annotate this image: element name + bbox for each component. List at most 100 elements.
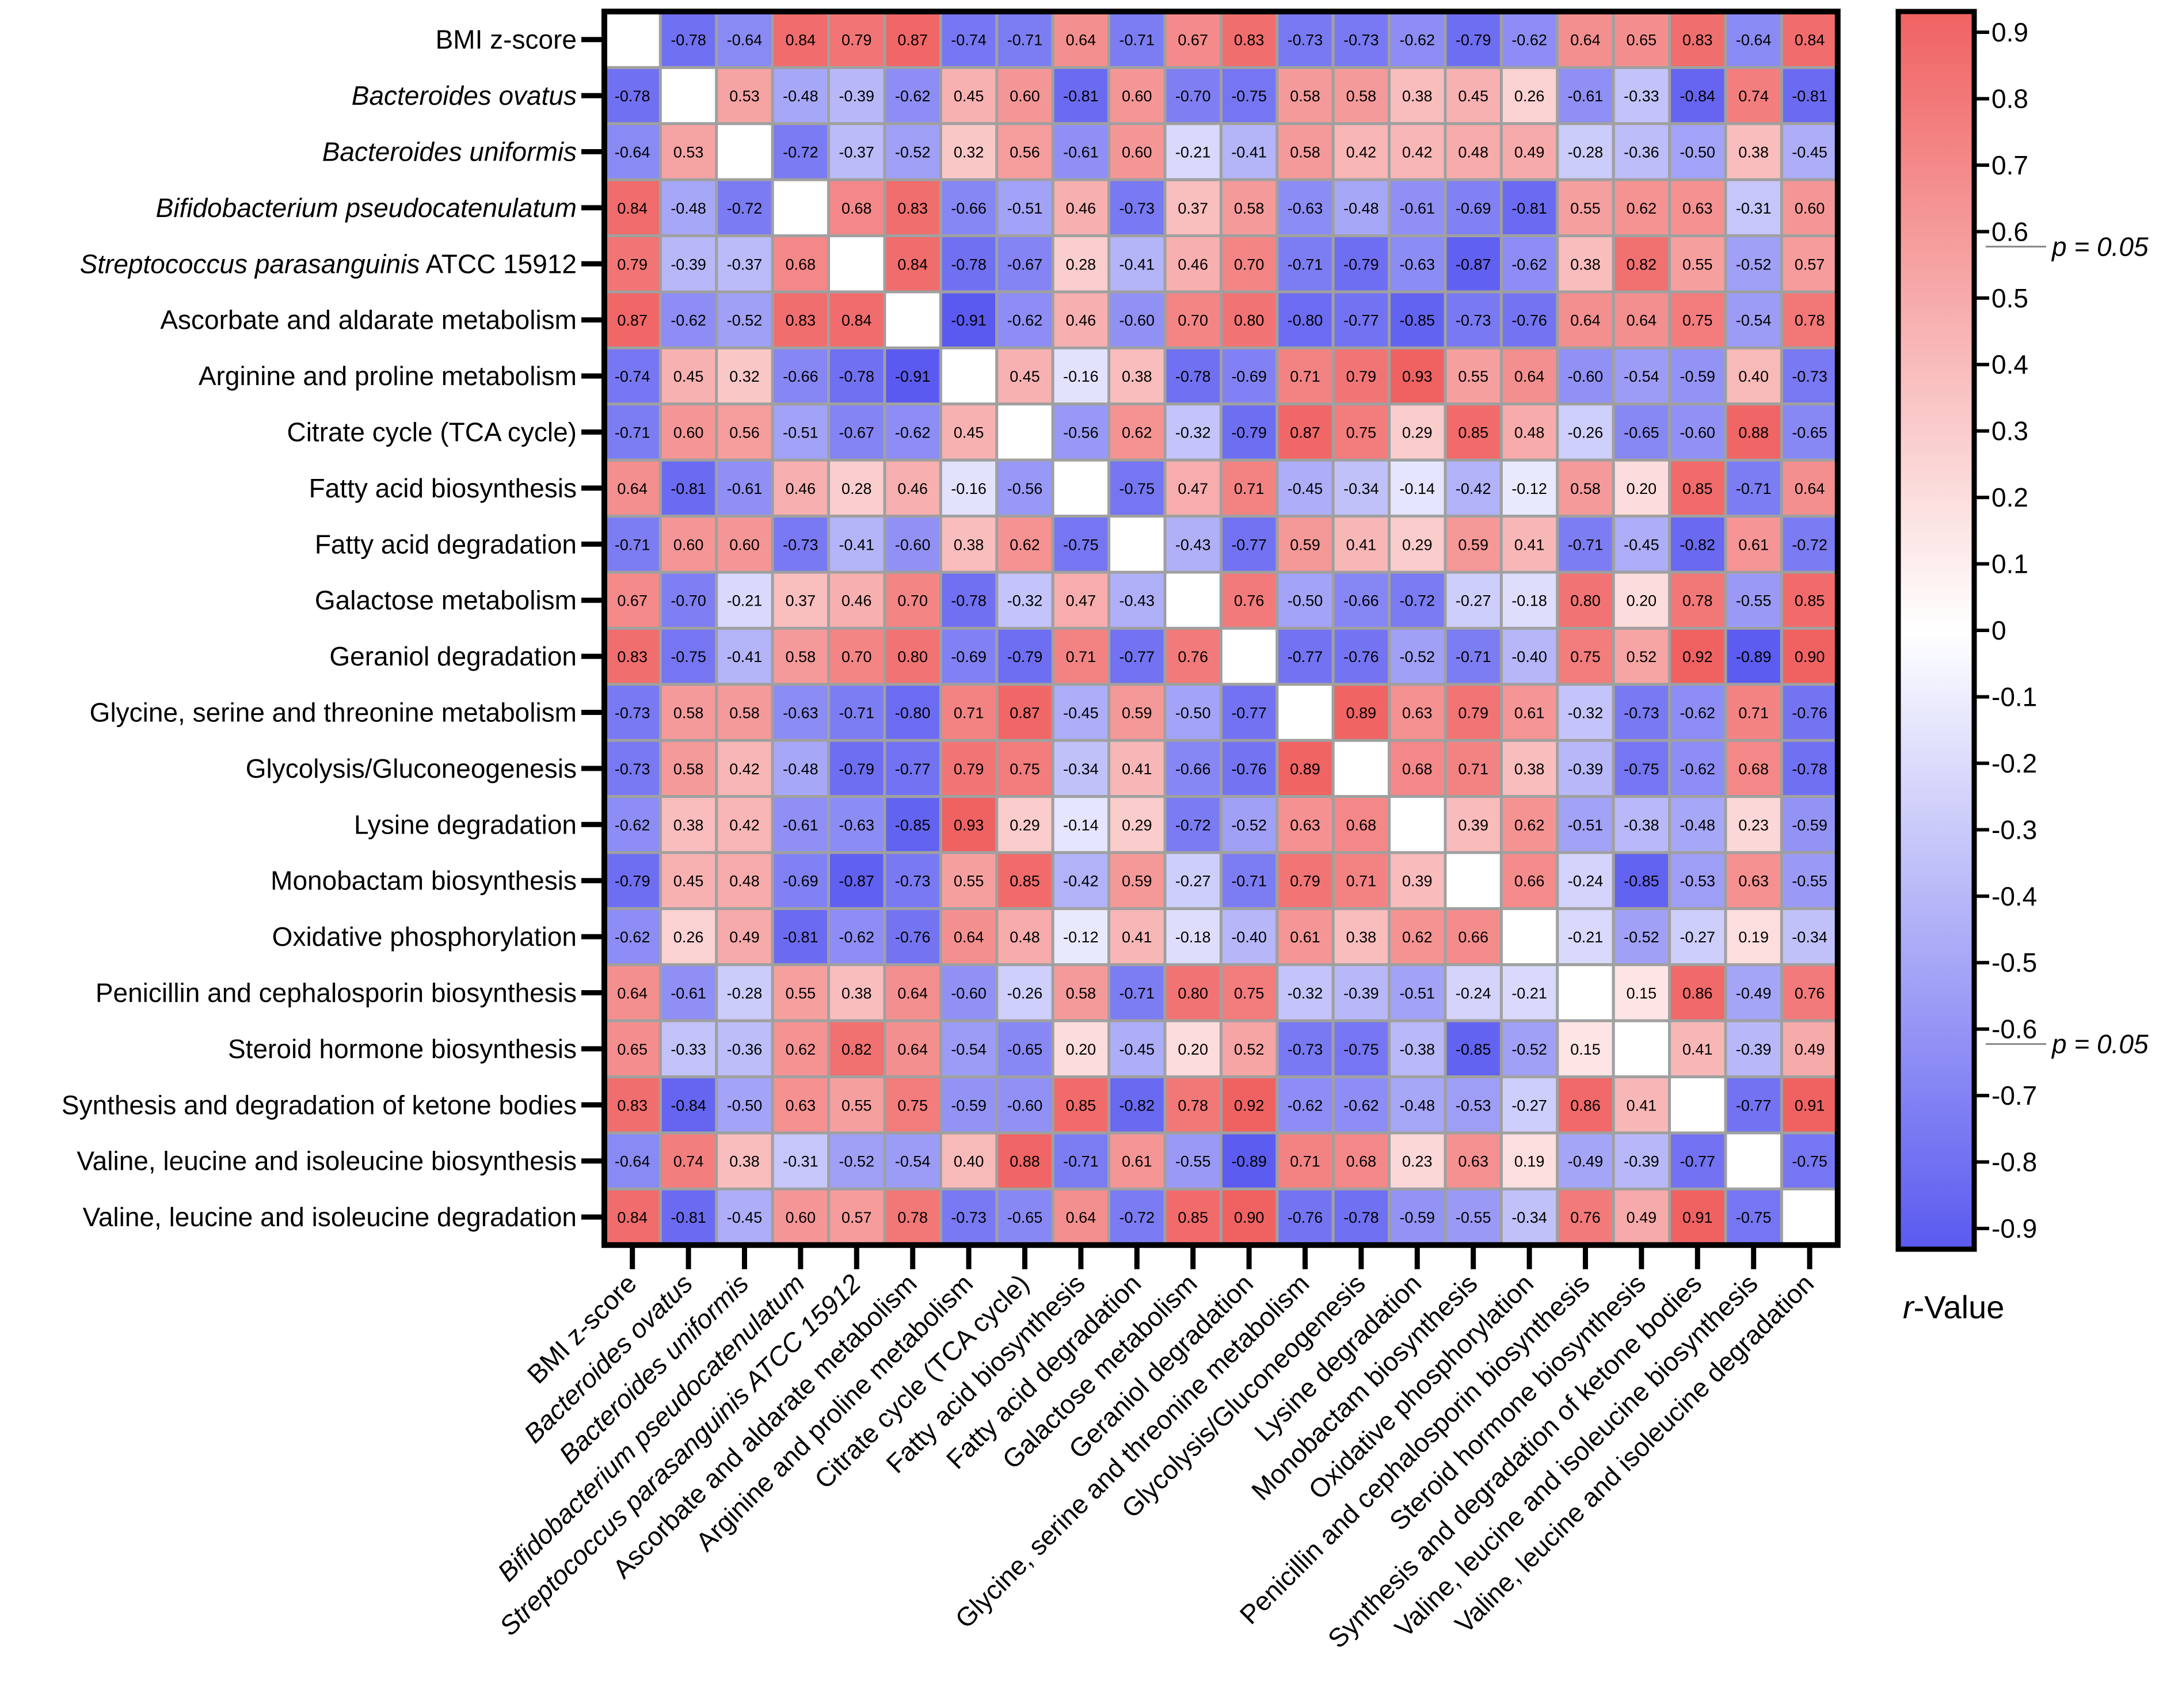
- cell-value-label: 0.60: [673, 424, 704, 442]
- cell-value-label: -0.39: [1568, 760, 1604, 778]
- cell-value-label: 0.38: [954, 536, 984, 553]
- heatmap-cell-diagonal: [1219, 626, 1279, 686]
- cell-value-label: 0.23: [1402, 1153, 1433, 1170]
- cell-value-label: -0.82: [1119, 1097, 1155, 1114]
- heatmap-cell: [1051, 1187, 1111, 1247]
- cell-value-label: 0.91: [1795, 1097, 1825, 1114]
- significance-label: p = 0.05: [2051, 231, 2149, 261]
- heatmap-cell: [771, 234, 831, 294]
- cell-value-label: -0.48: [783, 88, 818, 105]
- cell-value-label: 0.70: [897, 592, 928, 610]
- cell-value-label: -0.61: [671, 985, 706, 1002]
- cell-value-label: -0.39: [1343, 985, 1379, 1002]
- cell-value-label: -0.66: [951, 200, 987, 217]
- cell-value-label: -0.36: [727, 1041, 763, 1058]
- cell-value-label: -0.54: [951, 1041, 987, 1058]
- row-label: Glycolysis/Gluconeogenesis: [246, 754, 577, 783]
- heatmap-cell: [1163, 851, 1223, 910]
- cell-value-label: 0.87: [617, 312, 648, 329]
- cell-value-label: 0.38: [1122, 368, 1152, 385]
- cell-value-label: -0.21: [1568, 929, 1604, 946]
- cell-value-label: -0.54: [1736, 312, 1772, 329]
- heatmap-cell: [1163, 683, 1223, 742]
- cell-value-label: -0.48: [671, 200, 706, 217]
- cell-value-label: 0.61: [1122, 1153, 1152, 1170]
- cell-value-label: -0.39: [839, 88, 875, 105]
- heatmap-cell: [1219, 570, 1279, 630]
- cell-value-label: -0.81: [671, 480, 706, 497]
- cell-value-label: 0.68: [1346, 1153, 1377, 1170]
- cell-value-label: 0.59: [1290, 536, 1320, 553]
- heatmap-cell: [1724, 458, 1783, 518]
- heatmap-cell: [1331, 683, 1391, 742]
- cell-value-label: -0.34: [1343, 480, 1379, 497]
- cell-value-label: 0.71: [1738, 705, 1769, 722]
- cell-value-label: 0.49: [1627, 1209, 1657, 1226]
- cell-value-label: 0.83: [1234, 32, 1265, 49]
- cell-value-label: -0.42: [1456, 480, 1491, 497]
- heatmap-cell: [939, 515, 999, 574]
- heatmap-cell: [1444, 739, 1503, 798]
- heatmap-cell: [1444, 626, 1503, 686]
- heatmap-cell: [1780, 626, 1840, 686]
- cell-value-label: 0.40: [954, 1153, 984, 1170]
- cell-value-label: 0.46: [897, 480, 928, 497]
- cell-value-label: -0.65: [1007, 1041, 1043, 1058]
- cell-value-label: 0.42: [729, 816, 760, 834]
- colorbar-tick-label: -0.9: [1991, 1214, 2037, 1243]
- cell-value-label: -0.67: [839, 424, 875, 442]
- heatmap-cell-diagonal: [1668, 1075, 1727, 1135]
- heatmap-cell: [883, 795, 942, 854]
- cell-value-label: -0.76: [1792, 705, 1827, 722]
- heatmap-cell-diagonal: [603, 10, 662, 69]
- colorbar-tick-label: 0.4: [1991, 349, 2028, 379]
- heatmap-cell: [1051, 10, 1111, 69]
- cell-value-label: 0.45: [954, 88, 984, 105]
- cell-value-label: 0.47: [1178, 480, 1208, 497]
- cell-value-label: 0.64: [617, 985, 648, 1002]
- cell-value-label: -0.62: [1007, 312, 1043, 329]
- cell-value-label: 0.55: [841, 1097, 872, 1114]
- cell-value-label: 0.38: [1570, 256, 1601, 273]
- cell-value-label: -0.45: [1288, 480, 1323, 497]
- cell-value-label: -0.61: [783, 816, 818, 834]
- heatmap-cell: [1668, 346, 1727, 406]
- cell-value-label: 0.85: [1010, 873, 1040, 890]
- cell-value-label: -0.66: [1175, 760, 1211, 778]
- cell-value-label: 0.53: [729, 88, 760, 105]
- cell-value-label: -0.81: [1792, 88, 1827, 105]
- heatmap-cell: [1612, 739, 1671, 798]
- cell-value-label: -0.66: [783, 368, 818, 385]
- cell-value-label: -0.61: [1063, 144, 1099, 161]
- cell-value-label: -0.65: [1792, 424, 1827, 442]
- cell-value-label: -0.33: [671, 1041, 706, 1058]
- cell-value-label: 0.42: [1402, 144, 1433, 161]
- heatmap-cell: [827, 346, 886, 406]
- heatmap-cell: [715, 795, 774, 854]
- cell-value-label: 0.82: [1627, 256, 1657, 273]
- row-label-text: ATCC 15912: [420, 249, 577, 279]
- heatmap-cell: [658, 1131, 718, 1190]
- cell-value-label: -0.52: [1400, 648, 1435, 665]
- cell-value-label: -0.77: [1343, 312, 1379, 329]
- cell-value-label: -0.64: [1736, 32, 1772, 49]
- heatmap-cell: [1724, 683, 1783, 742]
- cell-value-label: 0.46: [786, 480, 816, 497]
- heatmap-cell: [1275, 122, 1335, 181]
- cell-value-label: 0.83: [617, 648, 648, 665]
- row-label: Citrate cycle (TCA cycle): [287, 417, 577, 447]
- cell-value-label: -0.60: [1119, 312, 1155, 329]
- cell-value-label: -0.69: [1231, 368, 1267, 385]
- cell-value-label: 0.62: [1402, 929, 1433, 946]
- colorbar-title-r: r: [1903, 1289, 1915, 1325]
- row-label: Penicillin and cephalosporin biosynthesi…: [96, 978, 577, 1008]
- heatmap-cell: [1331, 122, 1391, 181]
- colorbar-tick-label: -0.4: [1991, 881, 2037, 911]
- cell-value-label: 0.84: [786, 32, 816, 49]
- row-label: Bacteroides ovatus: [352, 81, 577, 111]
- cell-value-label: 0.28: [841, 480, 872, 497]
- heatmap-cell: [883, 234, 942, 294]
- heatmap-cell: [1499, 178, 1559, 238]
- cell-value-label: -0.62: [1680, 760, 1716, 778]
